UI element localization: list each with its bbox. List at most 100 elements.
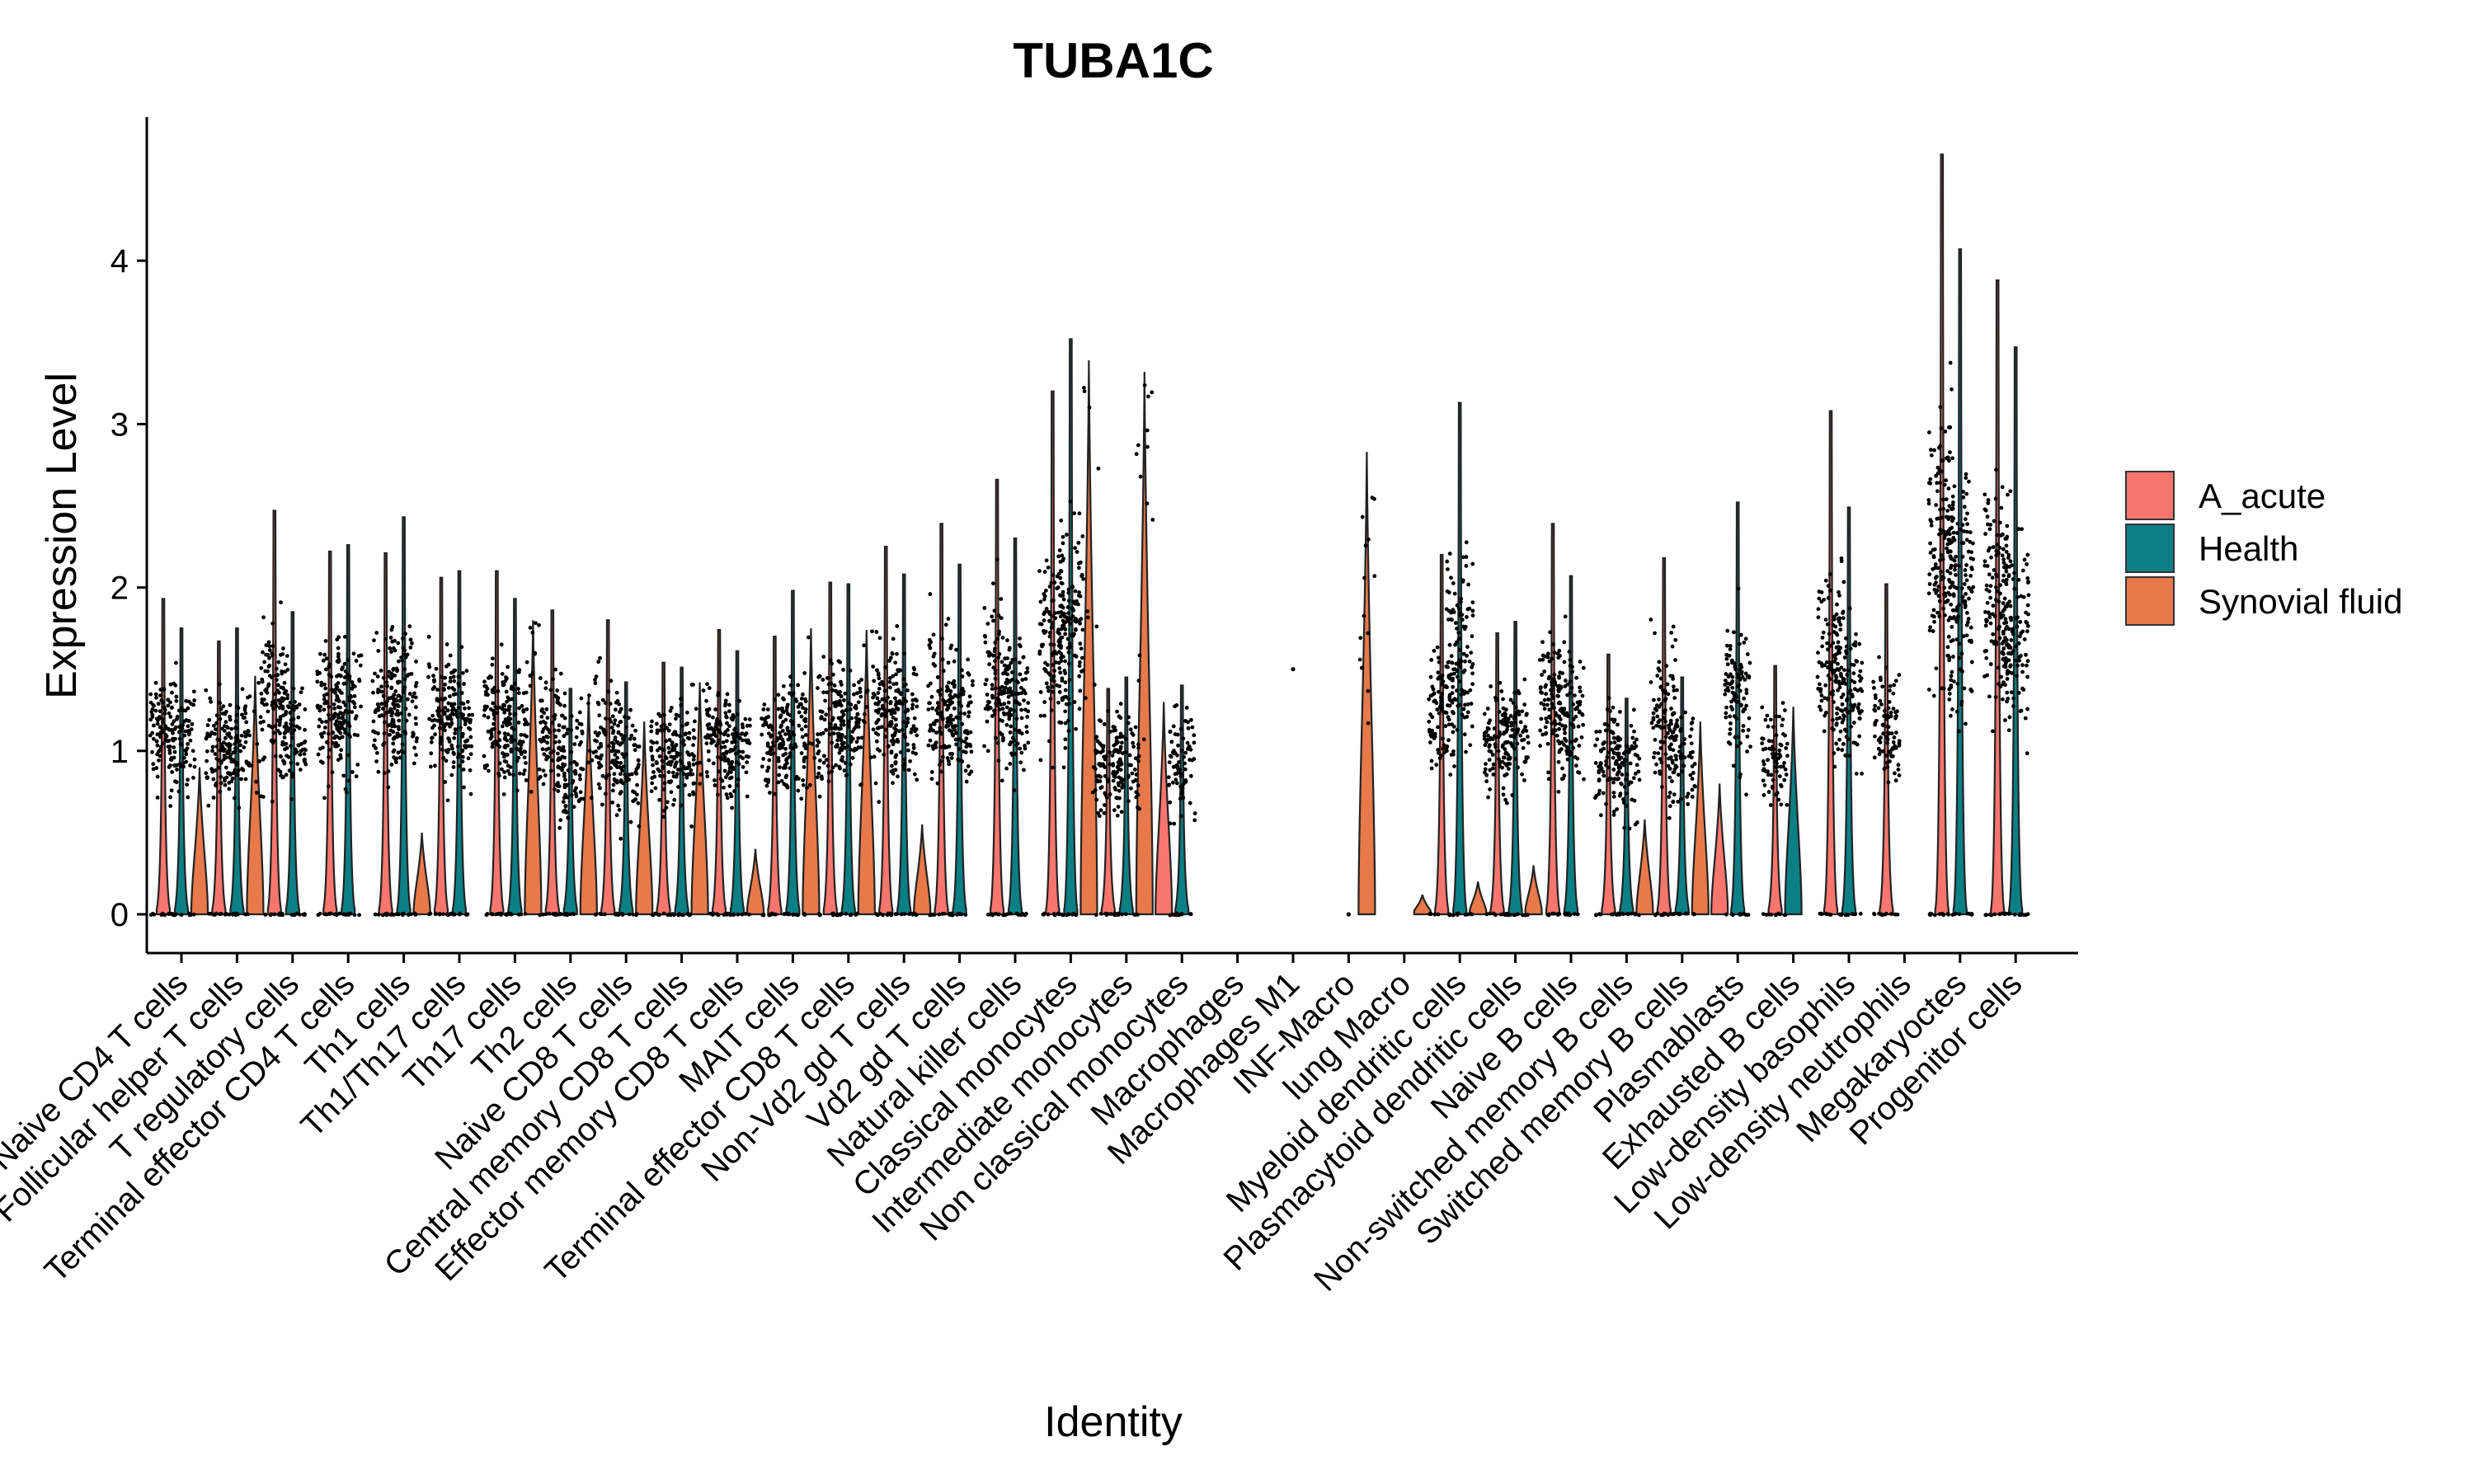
jitter-point-health [391, 696, 396, 701]
jitter-point-health [343, 669, 348, 674]
jitter-point-health [447, 740, 452, 744]
jitter-point-health [518, 739, 523, 744]
jitter-point-health [464, 739, 469, 744]
jitter-point-a-acute [995, 557, 999, 561]
jitter-point-a-acute [1777, 752, 1782, 757]
jitter-point-a-acute [837, 750, 842, 755]
jitter-point-a-acute [1100, 762, 1105, 767]
jitter-point-health [1127, 763, 1131, 768]
jitter-point-a-acute [1882, 708, 1887, 713]
jitter-point-health [674, 743, 679, 747]
jitter-point-health [1452, 671, 1456, 676]
jitter-point-a-acute [1760, 741, 1765, 745]
jitter-point-a-acute [1432, 648, 1437, 653]
jitter-point-a-acute [761, 913, 766, 918]
jitter-point-a-acute [282, 680, 287, 685]
jitter-point-health [1185, 740, 1190, 745]
jitter-point-a-acute [1872, 686, 1876, 690]
jitter-point-a-acute [874, 739, 879, 744]
jitter-point-a-acute [1450, 660, 1455, 665]
jitter-point-health [172, 745, 176, 749]
jitter-point-a-acute [1051, 679, 1056, 683]
jitter-point-a-acute [1889, 731, 1894, 735]
jitter-point-health [1013, 727, 1018, 732]
jitter-point-a-acute [435, 688, 440, 692]
jitter-point-a-acute [153, 708, 158, 713]
jitter-point-health [891, 682, 896, 687]
jitter-point-a-acute [1946, 538, 1951, 542]
jitter-point-a-acute [877, 707, 882, 711]
jitter-point-health [999, 732, 1004, 737]
jitter-point-health [679, 768, 684, 773]
jitter-point-a-acute [650, 781, 655, 786]
jitter-point-health [346, 658, 350, 663]
jitter-point-a-acute [157, 758, 161, 763]
jitter-point-health [893, 912, 898, 917]
jitter-point-a-acute [1939, 426, 1944, 430]
jitter-point-health [1470, 682, 1475, 687]
jitter-point-health [1451, 581, 1456, 585]
violin-health [1507, 621, 1523, 916]
jitter-point-a-acute [1784, 773, 1789, 777]
jitter-point-health [522, 749, 527, 754]
jitter-point-a-acute [276, 697, 281, 702]
jitter-point-health [1169, 740, 1174, 744]
jitter-point-a-acute [827, 707, 832, 711]
jitter-point-a-acute [1983, 623, 1988, 628]
jitter-point-a-acute [1063, 680, 1068, 685]
jitter-point-health [454, 708, 459, 713]
jitter-point-a-acute [1670, 644, 1675, 649]
jitter-point-a-acute [600, 753, 604, 758]
jitter-point-health [1462, 732, 1467, 737]
jitter-point-health [414, 739, 419, 744]
jitter-point-health [234, 760, 239, 765]
jitter-point-a-acute [993, 686, 998, 691]
jitter-point-a-acute [1499, 689, 1504, 693]
jitter-point-health [672, 730, 677, 735]
jitter-point-health [1126, 715, 1131, 720]
jitter-point-health [1019, 707, 1023, 712]
jitter-point-health [780, 729, 785, 733]
violin-synovial-fluid [745, 848, 765, 916]
jitter-point-a-acute [1770, 739, 1775, 744]
jitter-point-a-acute [832, 683, 837, 688]
jitter-point-health [1173, 751, 1178, 756]
jitter-point-a-acute [883, 714, 888, 719]
jitter-point-health [522, 733, 527, 737]
jitter-point-health [1463, 702, 1467, 707]
jitter-point-a-acute [208, 696, 213, 701]
jitter-point-a-acute [382, 771, 387, 776]
jitter-point-health [414, 721, 418, 726]
jitter-point-health [354, 714, 359, 719]
jitter-point-a-acute [1761, 768, 1766, 773]
jitter-point-a-acute [1889, 912, 1893, 916]
jitter-point-a-acute [1052, 611, 1057, 616]
jitter-point-a-acute [1934, 590, 1939, 595]
jitter-point-health [731, 913, 736, 917]
jitter-point-a-acute [816, 775, 820, 780]
jitter-point-health [910, 727, 914, 732]
jitter-point-a-acute [2001, 547, 2006, 552]
jitter-point-a-acute [1442, 710, 1446, 715]
jitter-point-health [402, 652, 407, 657]
jitter-point-a-acute [762, 702, 767, 707]
jitter-point-a-acute [1839, 559, 1844, 564]
jitter-point-health [286, 754, 291, 759]
jitter-point-health [454, 692, 458, 697]
jitter-point-health [350, 710, 355, 715]
jitter-point-health [616, 723, 620, 728]
jitter-point-health [336, 651, 341, 656]
jitter-point-health [1116, 760, 1121, 765]
jitter-point-a-acute [819, 716, 824, 721]
jitter-point-a-acute [270, 653, 275, 658]
jitter-point-a-acute [1761, 792, 1766, 797]
jitter-point-health [848, 668, 853, 673]
jitter-point-a-acute [1602, 721, 1607, 726]
jitter-point-health [1179, 749, 1184, 754]
jitter-point-a-acute [985, 912, 990, 917]
jitter-point-a-acute [669, 790, 674, 795]
jitter-point-a-acute [658, 714, 663, 718]
jitter-point-health [1118, 716, 1123, 721]
jitter-point-a-acute [553, 667, 558, 672]
jitter-point-health [618, 761, 623, 765]
